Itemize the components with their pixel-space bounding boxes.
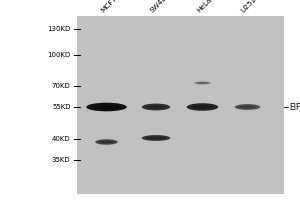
Text: 55KD: 55KD [52,104,70,110]
Text: 35KD: 35KD [52,157,70,163]
Ellipse shape [99,141,114,143]
Bar [76,16,284,194]
Ellipse shape [187,103,218,111]
Ellipse shape [142,104,170,110]
Ellipse shape [238,106,256,108]
Text: 70KD: 70KD [52,83,70,89]
Text: U251: U251 [240,0,258,14]
Ellipse shape [235,104,260,110]
Ellipse shape [197,82,208,84]
Text: 40KD: 40KD [52,136,70,142]
Text: 100KD: 100KD [47,52,70,58]
Text: EIF5: EIF5 [290,102,300,112]
Ellipse shape [146,137,166,139]
Ellipse shape [86,103,127,111]
Ellipse shape [142,135,170,141]
Text: MCF7: MCF7 [99,0,118,14]
Text: SW480: SW480 [149,0,171,14]
Text: 130KD: 130KD [47,26,70,32]
Ellipse shape [191,105,214,109]
Ellipse shape [92,105,121,109]
Ellipse shape [146,105,166,109]
Ellipse shape [95,139,118,145]
Ellipse shape [194,82,211,84]
Text: HeLa: HeLa [195,0,212,14]
